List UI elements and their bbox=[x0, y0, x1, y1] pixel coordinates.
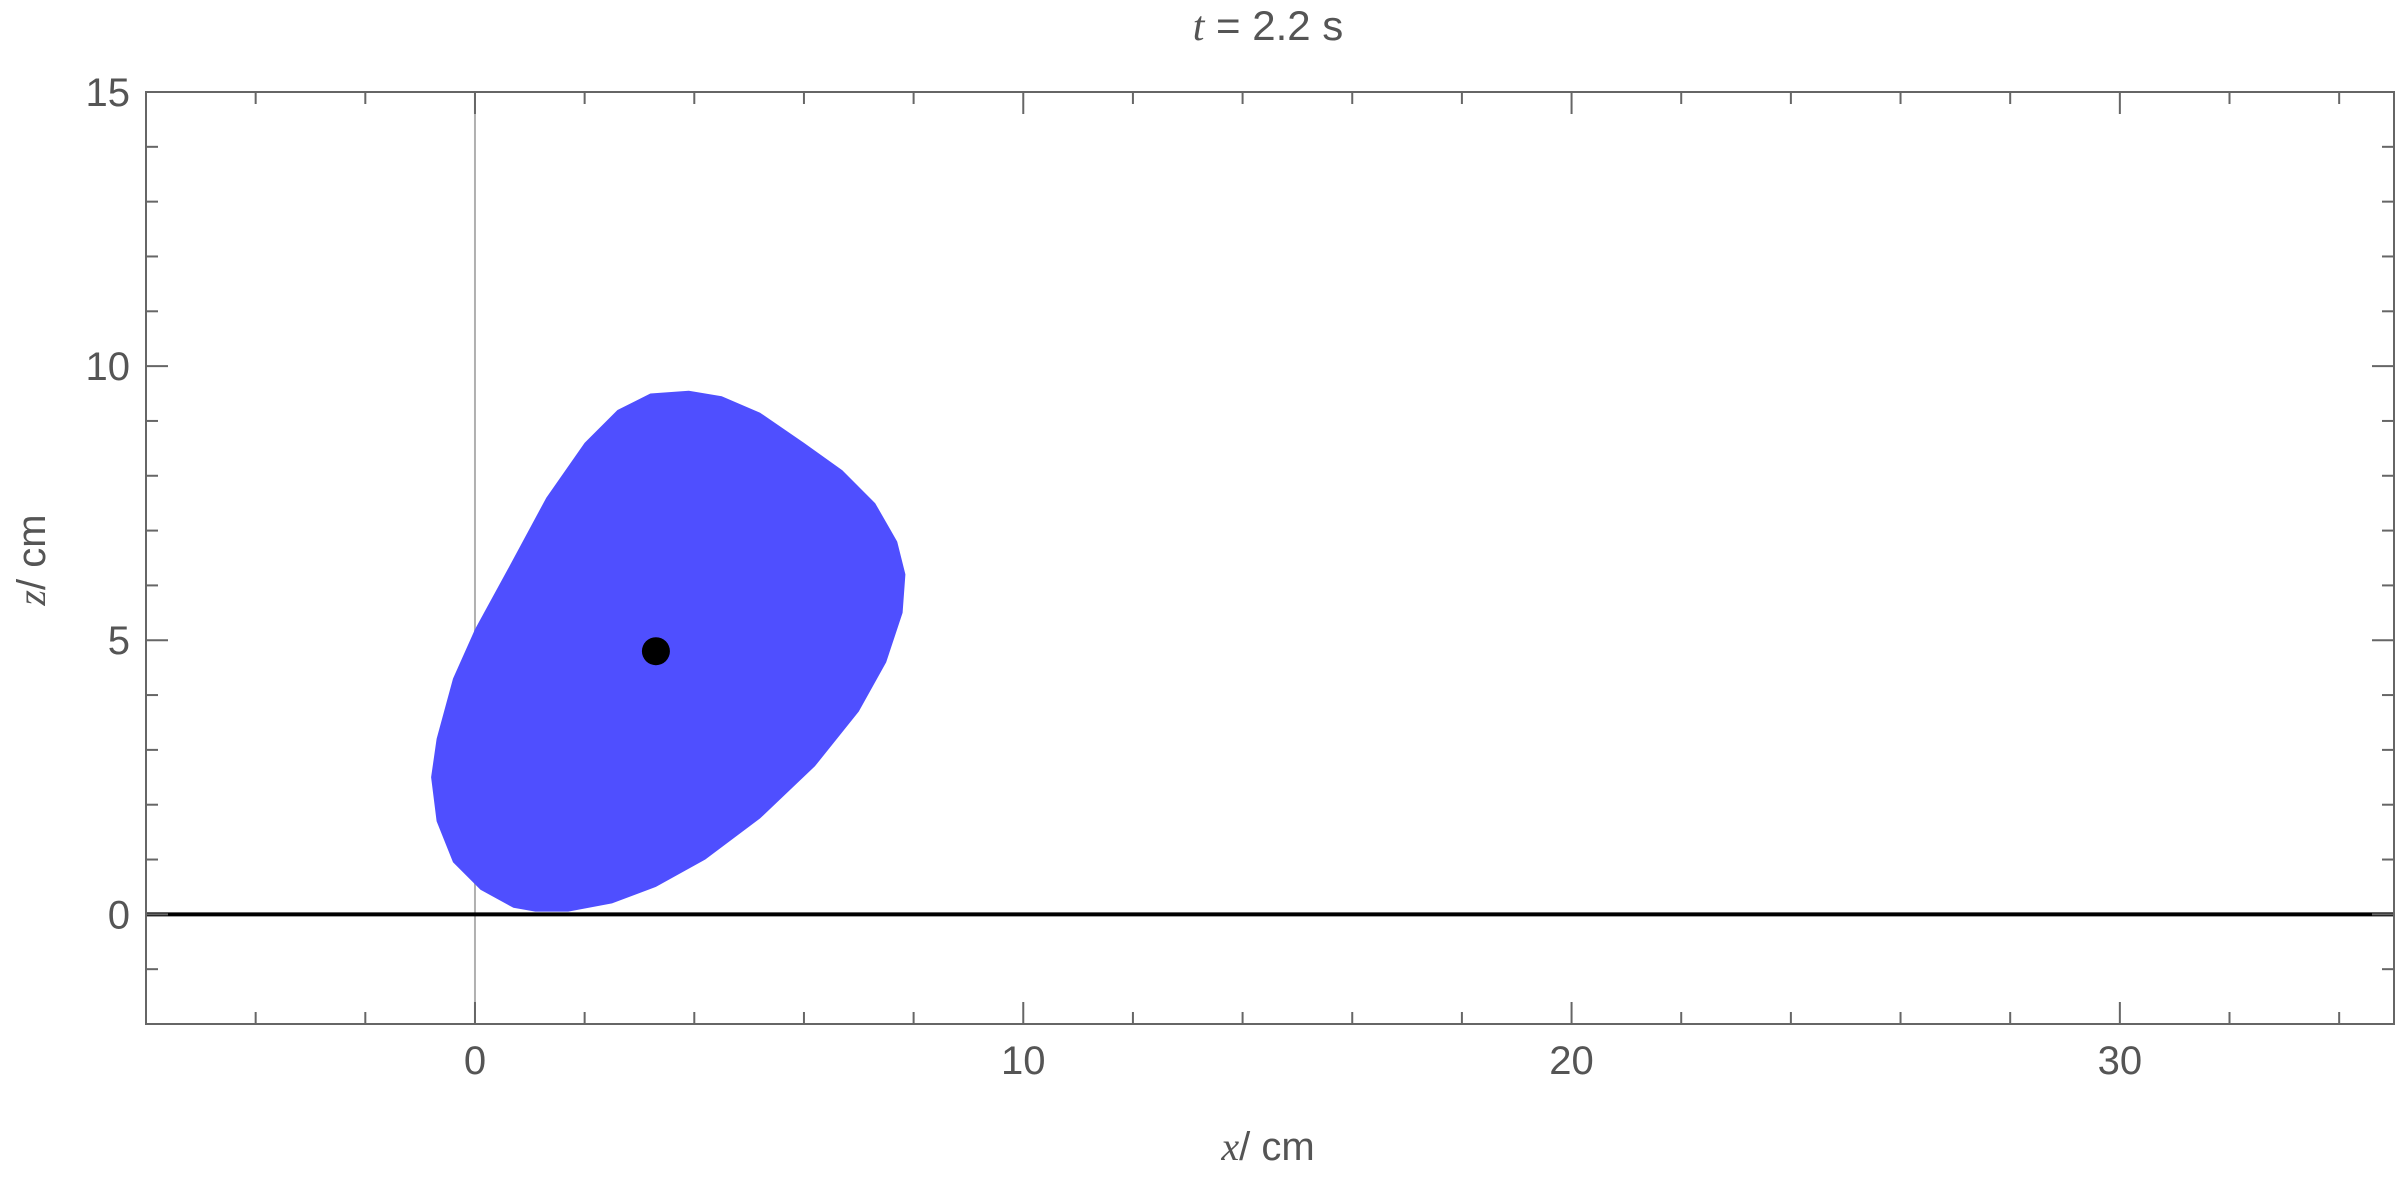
title-value: = 2.2 s bbox=[1204, 2, 1343, 49]
y-axis-label: z/ cm bbox=[9, 514, 54, 606]
plot-frame bbox=[145, 91, 2395, 1025]
y-tick-label: 5 bbox=[108, 619, 130, 663]
title-variable: t bbox=[1193, 4, 1206, 50]
x-axis-variable: x bbox=[1220, 1124, 1239, 1169]
y-axis-unit: / cm bbox=[10, 514, 54, 590]
x-tick-label: 10 bbox=[1001, 1039, 1046, 1083]
plot-area bbox=[146, 92, 2394, 1024]
x-tick-label: 20 bbox=[1549, 1039, 1594, 1083]
x-tick-label: 0 bbox=[464, 1039, 486, 1083]
center-point bbox=[641, 637, 670, 666]
y-axis-variable: z bbox=[9, 590, 54, 607]
chart-title: t = 2.2 s bbox=[1193, 2, 1344, 50]
y-tick-label: 10 bbox=[86, 345, 131, 389]
axis-ticks bbox=[145, 91, 2395, 1025]
y-tick-label: 15 bbox=[86, 71, 131, 115]
tick-labels: 0 10 20 30 0 5 10 15 bbox=[86, 71, 2143, 1083]
x-tick-label: 30 bbox=[2098, 1039, 2143, 1083]
y-tick-label: 0 bbox=[108, 893, 130, 937]
x-axis-unit: / cm bbox=[1239, 1125, 1315, 1169]
x-axis-label: x/ cm bbox=[1220, 1124, 1314, 1169]
